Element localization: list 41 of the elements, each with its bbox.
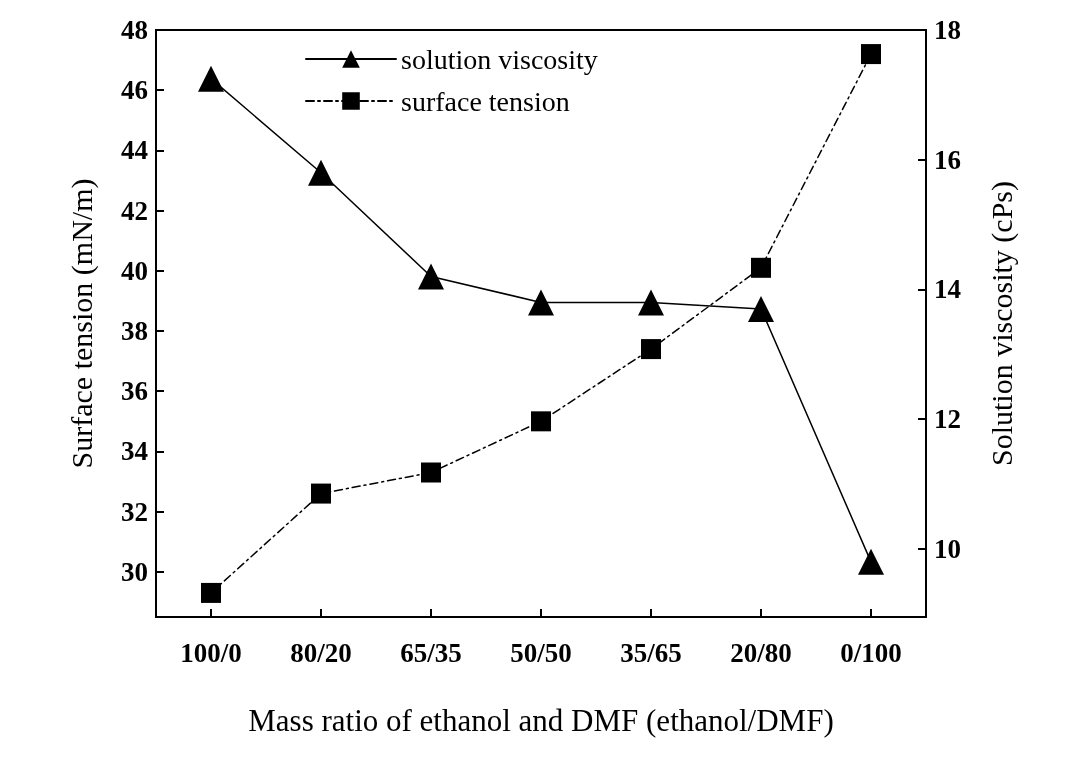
point [421,462,441,483]
x-tick-label: 50/50 [510,637,572,668]
legend-label: solution viscosity [401,43,598,75]
point [861,44,881,65]
point [751,257,771,278]
y-tick-label: 42 [121,195,148,226]
y2-tick-label: 12 [934,404,961,435]
y-tick-label: 48 [121,15,148,45]
point [748,295,774,322]
x-axis-title: Mass ratio of ethanol and DMF (ethanol/DMF) [248,703,834,738]
point [641,339,661,360]
x-tick-label: 35/65 [620,637,682,668]
legend-label: surface tension [401,85,570,117]
y-tick-label: 40 [121,255,148,286]
point [418,263,444,290]
y-tick-label: 32 [121,496,148,527]
point [858,548,884,575]
x-tick-label: 100/0 [180,637,242,668]
x-tick-label: 20/80 [730,637,792,668]
point [638,289,664,316]
y2-axis-title: Solution viscosity (cPs) [984,180,1019,467]
point [201,582,221,603]
y2-tick-label: 10 [934,533,961,564]
point [528,289,554,316]
x-tick-label: 65/35 [400,637,462,668]
y-axis-title: Surface tension (mN/m) [64,178,99,469]
y-tick-label: 44 [121,135,148,166]
point [308,159,334,186]
x-tick-label: 80/20 [290,637,352,668]
point [311,483,331,504]
x-tick-label: 0/100 [840,637,902,668]
y-tick-label: 36 [121,376,148,407]
y-tick-label: 34 [121,436,148,467]
y2-tick-label: 18 [934,15,961,45]
point [198,65,224,92]
y-tick-label: 38 [121,316,148,347]
y-tick-label: 30 [121,556,148,587]
y-tick-label: 46 [121,75,148,106]
y2-tick-label: 16 [934,144,961,175]
point [531,411,551,432]
y2-tick-label: 14 [934,274,961,305]
